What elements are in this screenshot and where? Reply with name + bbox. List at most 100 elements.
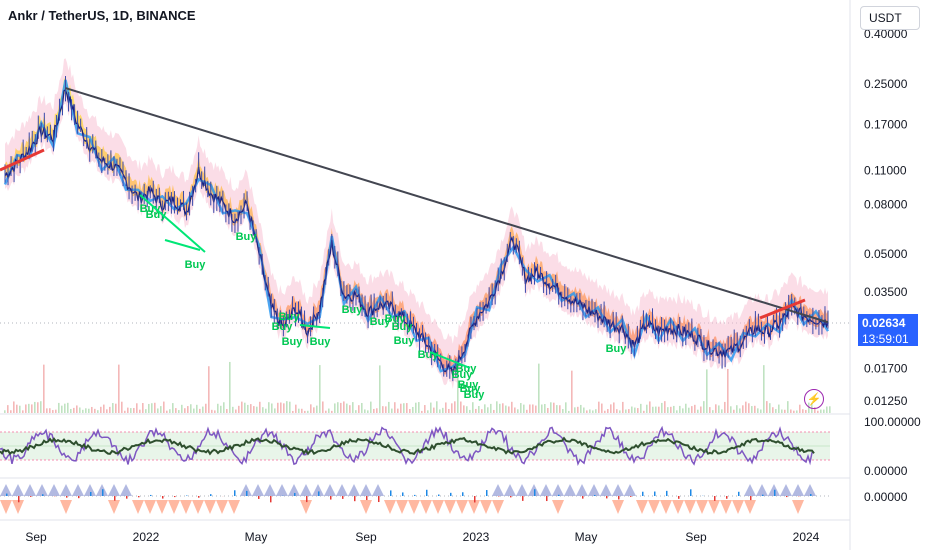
volume-bar (262, 407, 264, 413)
histogram-down-marker (132, 500, 144, 514)
volume-bar (295, 404, 297, 413)
rsi-line (0, 425, 815, 467)
volume-bar (493, 409, 495, 413)
volume-bar (292, 410, 294, 413)
volume-bar (184, 408, 186, 413)
volume-bar (655, 406, 657, 413)
buy-signal-label: Buy (282, 336, 304, 348)
volume-bar (385, 406, 387, 413)
histogram-bar (18, 496, 20, 503)
volume-bar (142, 403, 144, 413)
histogram-up-marker (300, 484, 312, 496)
volume-bar (796, 410, 798, 413)
histogram-bar (138, 496, 140, 498)
ichimoku-cloud (5, 58, 828, 389)
histogram-down-marker (444, 500, 456, 514)
histogram-down-marker (192, 500, 204, 514)
buy-signal-line (164, 239, 201, 251)
histogram-down-marker (552, 500, 564, 514)
volume-bar (694, 404, 696, 413)
volume-bar (739, 408, 741, 413)
histogram-down-marker (636, 500, 648, 514)
volume-bar (553, 402, 555, 413)
sell-signal-line (0, 148, 45, 172)
volume-bar (787, 401, 789, 413)
volume-bar (439, 409, 441, 413)
volume-bar (127, 407, 129, 413)
volume-bar (769, 403, 771, 413)
volume-bar (721, 409, 723, 413)
volume-bar (25, 404, 27, 413)
volume-bar (61, 405, 63, 413)
histogram-up-marker (288, 484, 300, 496)
volume-bar (583, 407, 585, 413)
histogram-up-marker (312, 484, 324, 496)
histogram-up-marker (24, 484, 36, 496)
histogram-bar (762, 494, 764, 496)
volume-bar (466, 406, 468, 413)
histogram-bar (162, 496, 164, 499)
currency-button[interactable]: USDT (860, 6, 920, 30)
histogram-down-marker (648, 500, 660, 514)
volume-bar (289, 401, 291, 413)
volume-bar (274, 408, 276, 413)
volume-bar (625, 409, 627, 413)
lightning-icon[interactable]: ⚡ (804, 389, 824, 409)
buy-signal-line (429, 351, 471, 369)
histogram-bar (342, 496, 344, 499)
histogram-bar (354, 496, 356, 502)
volume-bar (541, 404, 543, 413)
histogram-bar (582, 496, 584, 499)
histogram-bar (30, 496, 32, 497)
histogram-up-marker (564, 484, 576, 496)
buy-signal-line (139, 194, 206, 253)
histogram-down-marker (300, 500, 312, 514)
histogram-bar (174, 496, 176, 498)
volume-bar (370, 401, 372, 413)
volume-bar (532, 404, 534, 413)
histogram-down-marker (696, 500, 708, 514)
histogram-up-marker (792, 484, 804, 496)
volume-bar (37, 402, 39, 413)
volume-bar (181, 404, 183, 413)
histogram-bar (66, 496, 68, 498)
volume-bar (520, 403, 522, 413)
volume-bar (352, 402, 354, 413)
volume-bar (94, 408, 96, 413)
volume-bar (442, 407, 444, 413)
volume-bar (325, 410, 327, 413)
histogram-bar (450, 492, 452, 496)
volume-bar (40, 401, 42, 413)
buy-signal-label: Buy (385, 313, 407, 325)
histogram-bar (210, 494, 212, 496)
histogram-up-marker (612, 484, 624, 496)
volume-bar (211, 409, 213, 413)
volume-bar (604, 410, 606, 413)
volume-bar (82, 409, 84, 413)
histogram-down-marker (204, 500, 216, 514)
volume-bar (415, 402, 417, 413)
volume-bar (337, 402, 339, 413)
histogram-down-marker (408, 500, 420, 514)
buy-signal-label: Buy (452, 369, 474, 381)
histogram-bar (510, 496, 512, 498)
volume-bar (349, 405, 351, 413)
buy-signal-label: Buy (272, 321, 294, 333)
histogram-bar (558, 494, 560, 496)
volume-bar (538, 363, 540, 413)
volume-bar (610, 404, 612, 413)
volume-bar (487, 407, 489, 413)
buy-signal-label: Buy (236, 231, 258, 243)
volume-bar (658, 406, 660, 413)
volume-bar (103, 404, 105, 413)
volume-bar (556, 405, 558, 413)
symbol-title[interactable]: Ankr / TetherUS, 1D, BINANCE (8, 8, 196, 23)
histogram-down-marker (660, 500, 672, 514)
buy-signal-label: Buy (310, 336, 332, 348)
histogram-bar (546, 496, 548, 502)
volume-bar (574, 407, 576, 413)
volume-bar (157, 408, 159, 413)
volume-bar (598, 401, 600, 413)
time-tick-label: May (575, 530, 598, 544)
